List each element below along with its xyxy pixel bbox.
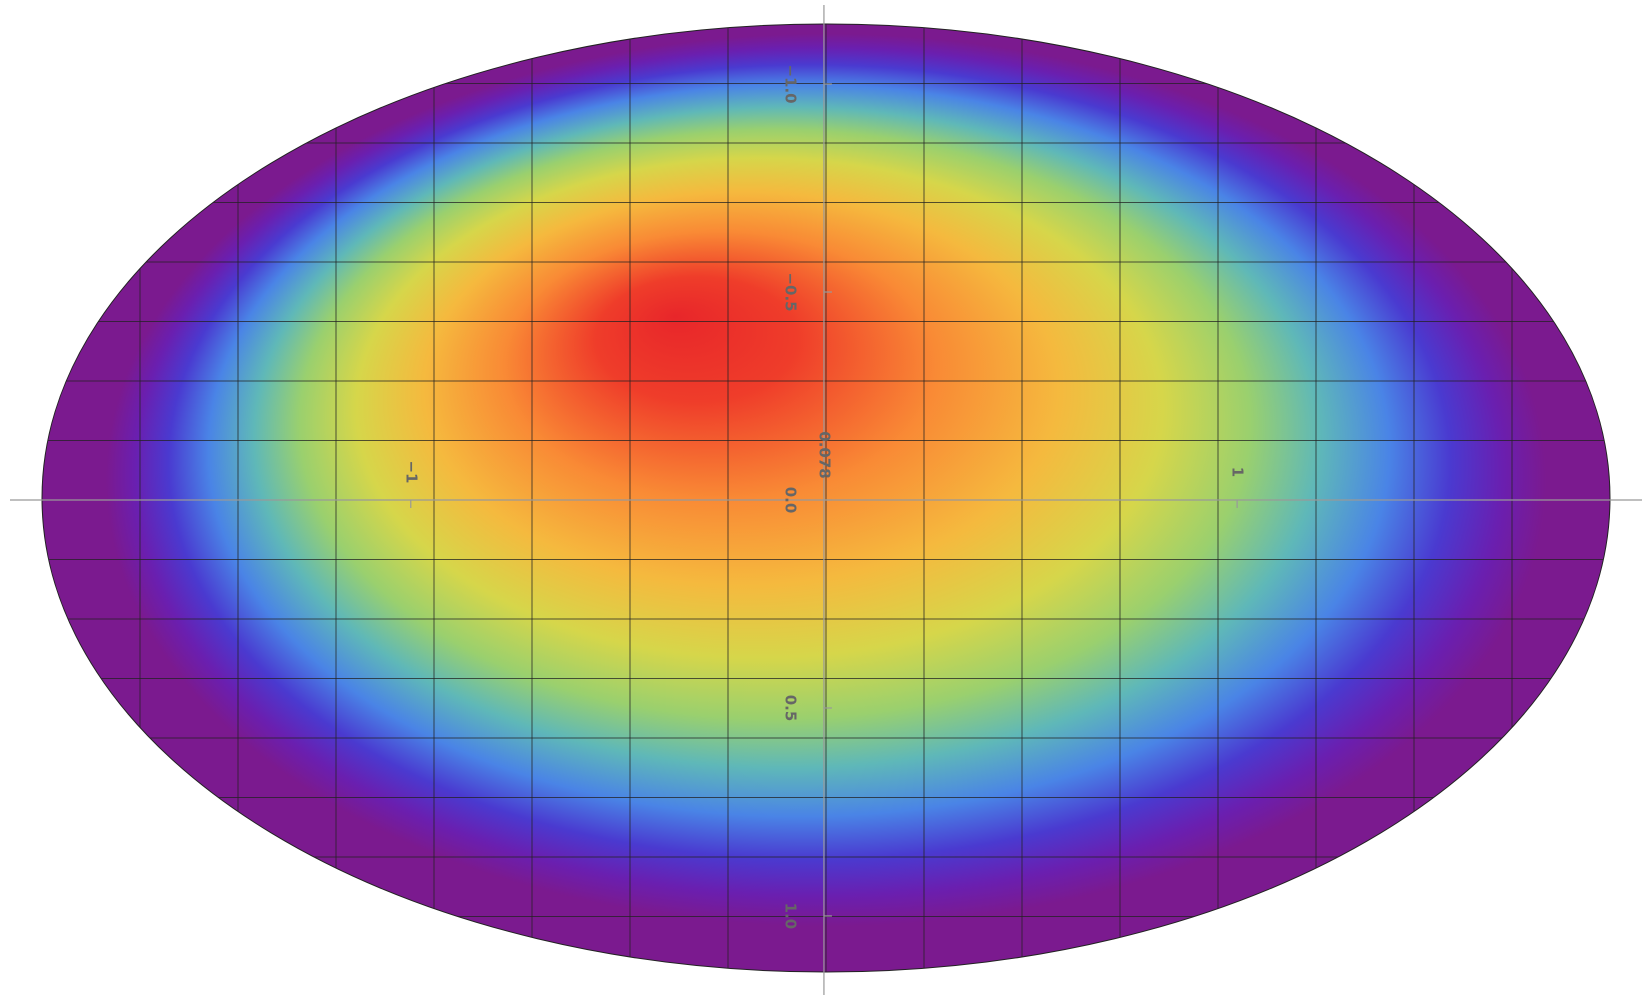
x-tick-label: 1 — [1229, 467, 1247, 477]
y-tick-label: −0.5 — [781, 272, 799, 311]
y-tick-label: 1.0 — [781, 903, 799, 930]
plot-outline — [41, 23, 1611, 973]
y-tick-label: 0.5 — [781, 695, 799, 722]
annotation: 0.078 — [815, 431, 833, 478]
x-tick-label: −1 — [402, 460, 420, 483]
y-tick-label: 0.0 — [781, 487, 799, 514]
y-tick-label: −1.0 — [781, 64, 799, 103]
